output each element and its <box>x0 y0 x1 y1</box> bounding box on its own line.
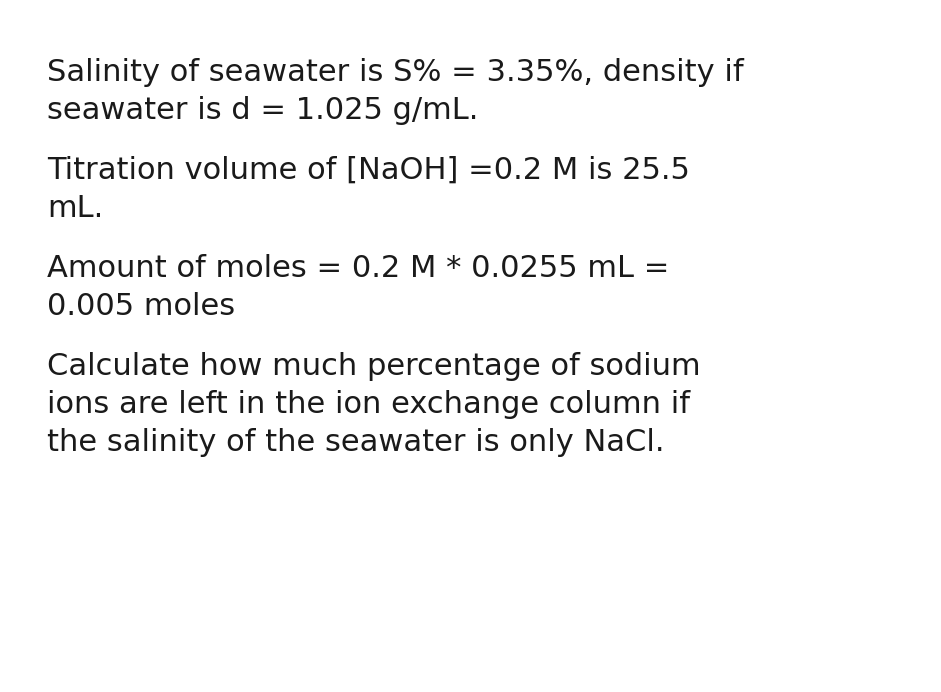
Text: Calculate how much percentage of sodium
ions are left in the ion exchange column: Calculate how much percentage of sodium … <box>47 352 701 457</box>
Text: Amount of moles = 0.2 M * 0.0255 mL =
0.005 moles: Amount of moles = 0.2 M * 0.0255 mL = 0.… <box>47 254 669 321</box>
Text: Salinity of seawater is S% = 3.35%, density if
seawater is d = 1.025 g/mL.: Salinity of seawater is S% = 3.35%, dens… <box>47 58 743 125</box>
Text: Titration volume of [NaOH] =0.2 M is 25.5
mL.: Titration volume of [NaOH] =0.2 M is 25.… <box>47 156 690 224</box>
